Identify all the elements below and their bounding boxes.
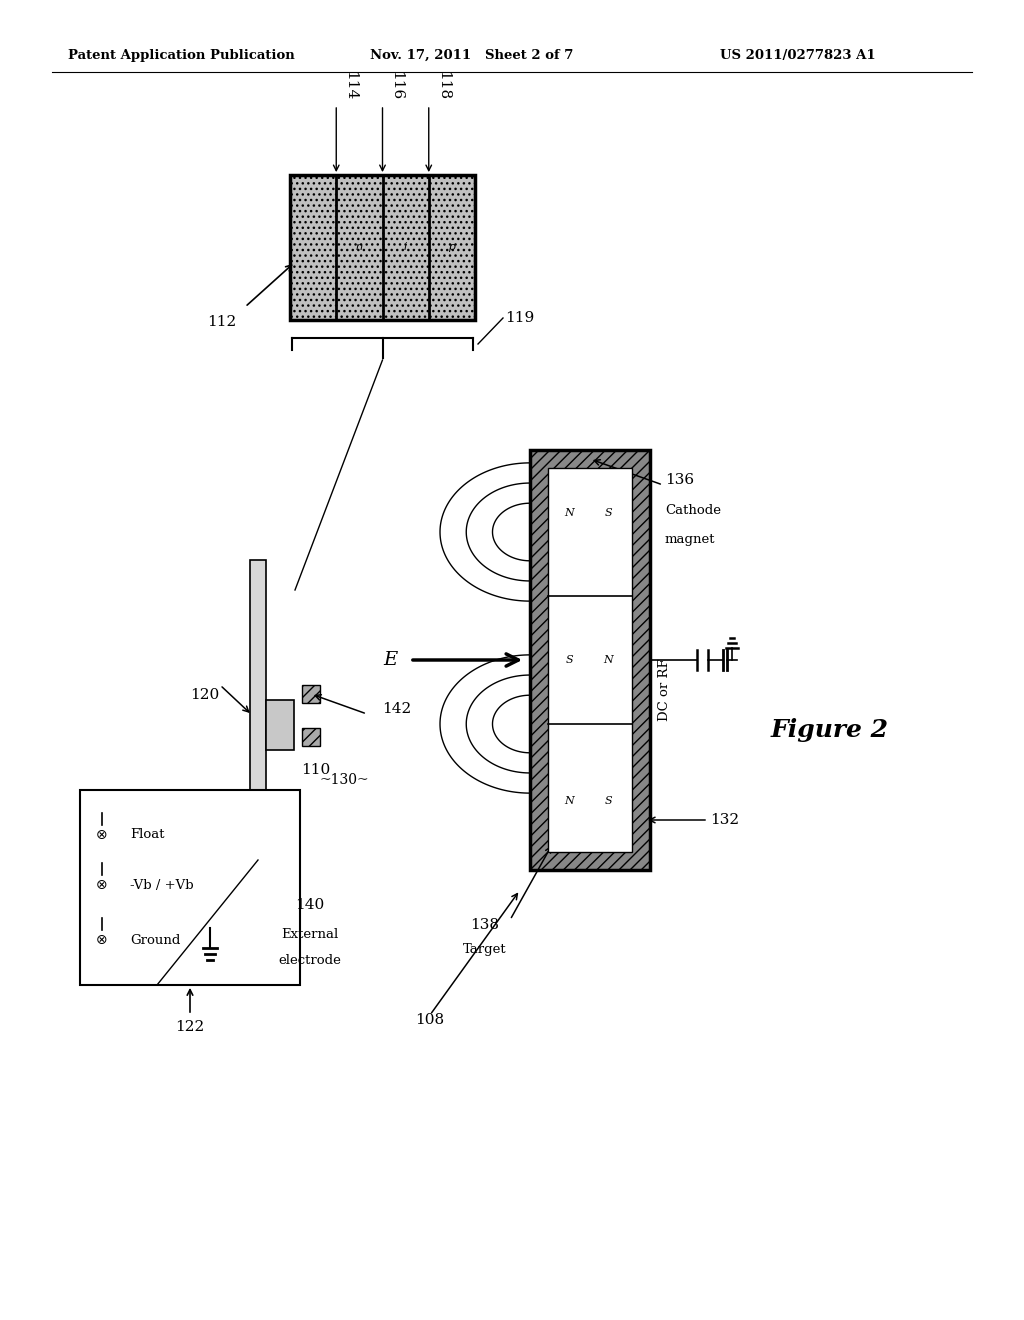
- Text: -Vb / +Vb: -Vb / +Vb: [130, 879, 194, 891]
- Text: 132: 132: [710, 813, 739, 828]
- Text: magnet: magnet: [665, 533, 716, 546]
- Text: ~130~: ~130~: [319, 774, 369, 787]
- Text: 136: 136: [665, 473, 694, 487]
- Text: 112: 112: [208, 315, 237, 329]
- Text: 119: 119: [505, 312, 535, 325]
- Text: n: n: [356, 243, 362, 252]
- Text: N: N: [603, 655, 613, 665]
- Text: S: S: [565, 655, 572, 665]
- Text: 118: 118: [436, 71, 450, 100]
- Text: p: p: [449, 243, 456, 252]
- Text: US 2011/0277823 A1: US 2011/0277823 A1: [720, 49, 876, 62]
- Text: 140: 140: [295, 898, 325, 912]
- Text: N: N: [564, 796, 573, 805]
- Text: Float: Float: [130, 829, 165, 842]
- Bar: [266, 700, 294, 750]
- Text: 120: 120: [190, 688, 219, 702]
- Text: External: External: [282, 928, 339, 941]
- Text: Patent Application Publication: Patent Application Publication: [68, 49, 295, 62]
- Bar: [80, 789, 300, 985]
- Text: i: i: [404, 243, 408, 252]
- Text: ⊗: ⊗: [96, 878, 108, 892]
- Text: electrode: electrode: [279, 953, 341, 966]
- Bar: [302, 729, 319, 746]
- Text: DC or RF: DC or RF: [658, 659, 671, 721]
- Text: E: E: [383, 651, 397, 669]
- Text: Ground: Ground: [130, 933, 180, 946]
- Text: 142: 142: [382, 702, 412, 715]
- Text: N: N: [564, 508, 573, 517]
- Text: Figure 2: Figure 2: [771, 718, 889, 742]
- Text: 110: 110: [301, 763, 331, 777]
- Text: Target: Target: [463, 944, 507, 957]
- Bar: [548, 469, 632, 851]
- Bar: [290, 176, 475, 319]
- Text: Cathode: Cathode: [665, 503, 721, 516]
- Text: ⊗: ⊗: [96, 828, 108, 842]
- Text: 116: 116: [389, 71, 403, 100]
- Text: S: S: [604, 508, 612, 517]
- Text: 138: 138: [470, 917, 500, 932]
- Bar: [302, 685, 319, 704]
- Text: ⊗: ⊗: [96, 933, 108, 946]
- Text: 108: 108: [416, 1012, 444, 1027]
- Text: Nov. 17, 2011   Sheet 2 of 7: Nov. 17, 2011 Sheet 2 of 7: [370, 49, 573, 62]
- Text: 114: 114: [343, 71, 357, 100]
- Bar: [530, 450, 650, 870]
- Bar: [250, 560, 266, 870]
- Text: 122: 122: [175, 1020, 205, 1034]
- Text: S: S: [604, 796, 612, 805]
